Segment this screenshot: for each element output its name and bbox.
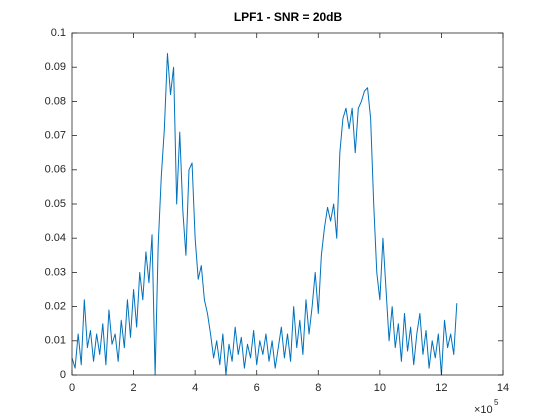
x-tick-label: 6 (254, 382, 260, 394)
x-tick-label: 12 (435, 382, 447, 394)
x-tick-label: 8 (315, 382, 321, 394)
data-line (71, 53, 458, 376)
x-tick-label: 2 (131, 382, 137, 394)
x-tick-label: 4 (192, 382, 198, 394)
x-exponent: 5 (494, 398, 499, 407)
y-tick-label: 0.02 (45, 301, 66, 313)
y-tick-label: 0.06 (45, 164, 66, 176)
y-tick-label: 0.07 (45, 130, 66, 142)
y-tick-label: 0.04 (45, 232, 66, 244)
y-tick-label: 0.05 (45, 198, 66, 210)
x-tick-label: 0 (69, 382, 75, 394)
y-tick-label: 0.08 (45, 95, 66, 107)
x-tick-label: 10 (374, 382, 386, 394)
y-tick-label: 0.03 (45, 266, 66, 278)
y-tick-label: 0.1 (51, 27, 66, 39)
y-tick-label: 0 (60, 369, 66, 381)
chart-title: LPF1 - SNR = 20dB (234, 10, 343, 24)
y-tick-label: 0.01 (45, 335, 66, 347)
x-tick-label: 14 (497, 382, 509, 394)
x-multiplier: ×10 (474, 404, 493, 416)
y-tick-label: 0.09 (45, 61, 66, 73)
